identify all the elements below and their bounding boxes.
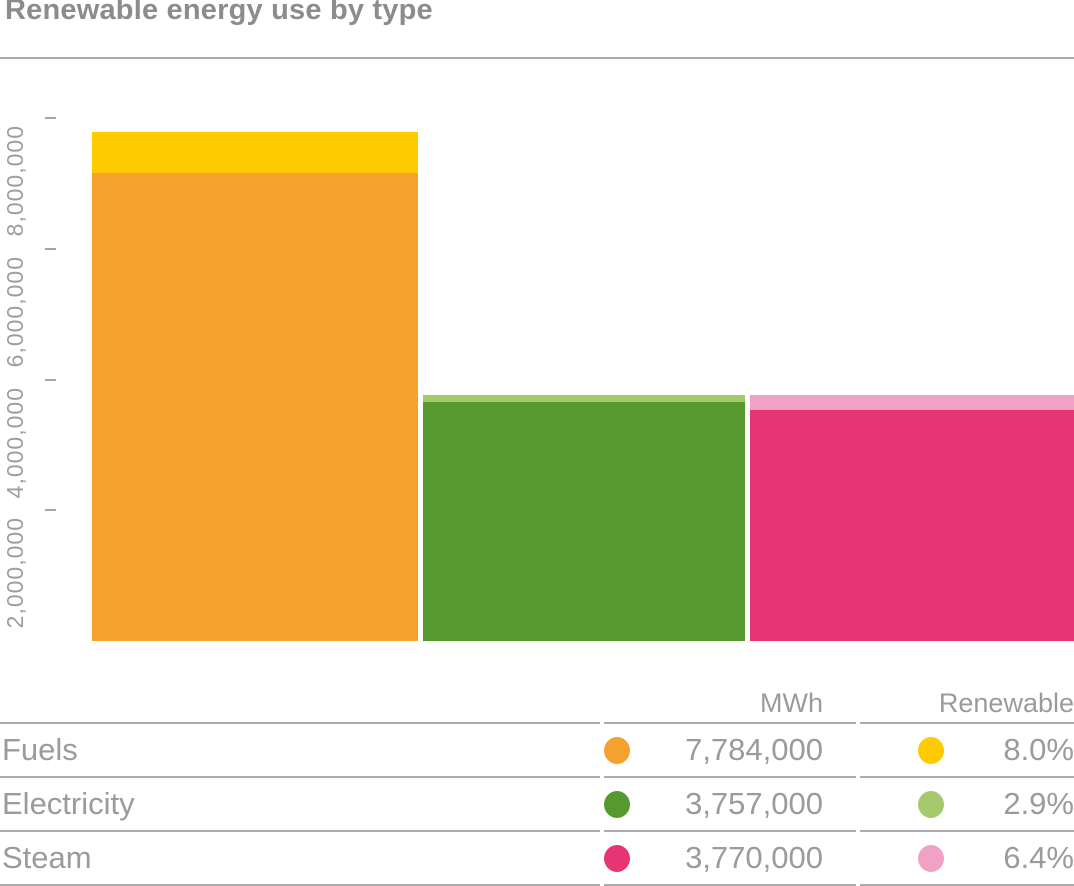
row-label: Electricity [2, 786, 135, 821]
y-axis-tick-label: 8,000,000 [2, 125, 28, 237]
table-row-electricity: Electricity 3,757,000 2.9% [0, 778, 1074, 832]
fuels-renewable-value: 8.0% [1003, 732, 1074, 767]
row-label: Fuels [2, 732, 78, 767]
steam-renewable-dot-icon [918, 844, 944, 872]
chart-title: Renewable energy use by type [5, 0, 433, 26]
bar-fuels [92, 132, 418, 641]
bar-electricity-main-segment [423, 402, 745, 641]
y-axis-tick [45, 378, 56, 381]
y-axis-tick-label: 4,000,000 [2, 386, 28, 498]
header-mwh: MWh [760, 687, 823, 718]
y-axis-tick-label: 2,000,000 [2, 517, 28, 629]
electricity-mwh-dot-icon [604, 790, 630, 818]
table-row-steam: Steam 3,770,000 6.4% [0, 832, 1074, 886]
header-mwh-cell: MWh [604, 684, 856, 724]
bar-fuels-renewable-segment [92, 132, 418, 173]
electricity-mwh-value: 3,757,000 [685, 786, 823, 821]
header-renewable-cell: Renewable [860, 684, 1074, 724]
bar-steam-main-segment [750, 410, 1074, 641]
table-header-row: MWh Renewable [0, 684, 1074, 724]
bar-electricity-renewable-segment [423, 395, 745, 403]
bar-steam-renewable-segment [750, 394, 1074, 411]
steam-mwh-dot-icon [604, 844, 630, 872]
header-renewable: Renewable [938, 687, 1074, 718]
header-label-cell [0, 684, 600, 724]
legend-table: MWh Renewable Fuels 7,784,000 8.0% Elect… [0, 684, 1074, 886]
steam-mwh-value: 3,770,000 [685, 840, 823, 875]
fuels-renewable-dot-icon [918, 736, 944, 764]
bar-electricity [423, 395, 745, 641]
fuels-mwh-value: 7,784,000 [685, 732, 823, 767]
steam-renewable-value: 6.4% [1003, 840, 1074, 875]
bar-chart-plot: 8,000,000 6,000,000 4,000,000 2,000,000 [2, 117, 1074, 641]
row-label: Steam [2, 840, 92, 875]
table-row-fuels: Fuels 7,784,000 8.0% [0, 724, 1074, 778]
fuels-mwh-dot-icon [604, 736, 630, 764]
title-divider [0, 57, 1074, 59]
bar-steam [750, 394, 1074, 641]
bar-fuels-main-segment [92, 172, 418, 641]
y-axis-tick [45, 247, 56, 250]
y-axis-tick [45, 509, 56, 512]
electricity-renewable-value: 2.9% [1003, 786, 1074, 821]
y-axis-tick [45, 117, 56, 119]
y-axis-tick-label: 6,000,000 [2, 255, 28, 368]
electricity-renewable-dot-icon [918, 790, 944, 818]
